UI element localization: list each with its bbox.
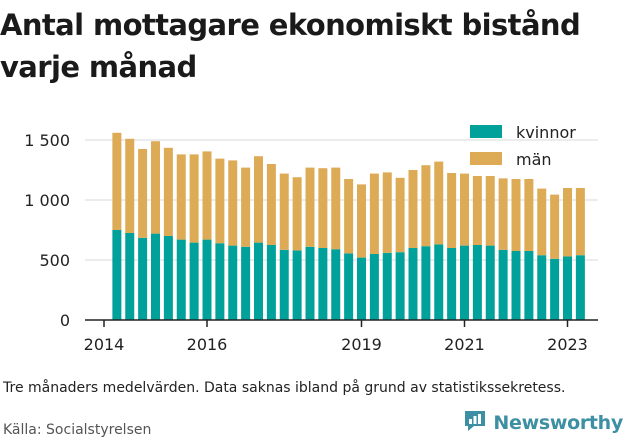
bar-man	[575, 188, 585, 256]
bar-man	[163, 147, 173, 236]
bar-kvinnor	[189, 242, 199, 320]
bar-kvinnor	[202, 239, 212, 320]
bar-kvinnor	[460, 245, 469, 320]
bar-kvinnor	[524, 251, 534, 320]
bar-kvinnor	[305, 246, 315, 320]
bar-kvinnor	[447, 248, 457, 320]
x-tick-label: 2019	[341, 335, 382, 354]
bar-man	[472, 176, 482, 245]
legend-swatch-kvinnor	[470, 125, 502, 138]
bar-kvinnor	[318, 248, 328, 320]
chart-title: Antal mottagare ekonomiskt bistånd varje…	[0, 8, 581, 84]
bar-kvinnor	[344, 253, 354, 320]
bar-man	[421, 165, 431, 247]
bar-kvinnor	[550, 258, 560, 320]
bar-kvinnor	[575, 255, 585, 320]
bar-man	[305, 167, 315, 247]
x-tick-label: 2021	[444, 335, 485, 354]
bar-kvinnor	[112, 230, 122, 320]
axes: 2014 2016 2019 2021 2023	[84, 319, 598, 354]
bar-man	[331, 167, 341, 250]
bar-kvinnor	[434, 244, 444, 320]
newsworthy-brand: Newsworthy	[462, 408, 623, 438]
bar-kvinnor	[357, 257, 366, 320]
bar-man	[498, 178, 508, 250]
bar-man	[344, 179, 354, 254]
y-tick-label: 1 500	[24, 131, 70, 150]
bar-man	[563, 188, 572, 257]
bar-kvinnor	[254, 242, 263, 320]
bar-man	[511, 179, 521, 251]
bar-man	[395, 177, 405, 253]
bar-man	[241, 167, 251, 247]
bar-man	[485, 176, 495, 246]
legend-label-man: män	[516, 150, 552, 169]
bar-kvinnor	[266, 245, 276, 320]
x-tick-label: 2016	[187, 335, 228, 354]
bar-kvinnor	[382, 252, 392, 320]
bar-man	[292, 177, 302, 251]
bar-kvinnor	[279, 249, 289, 320]
bar-kvinnor	[292, 250, 302, 320]
bar-kvinnor	[163, 236, 173, 320]
bar-man	[460, 173, 469, 246]
bar-kvinnor	[369, 254, 379, 320]
bar-man	[151, 141, 160, 234]
bar-man	[228, 160, 238, 246]
bar-man	[254, 156, 263, 243]
legend: kvinnor män	[470, 123, 576, 169]
bars	[112, 132, 585, 320]
y-tick-label: 1 000	[24, 191, 70, 210]
bar-kvinnor	[472, 245, 482, 320]
bar-man	[357, 184, 366, 258]
bar-man	[524, 179, 534, 251]
bar-man	[382, 172, 392, 253]
bar-man	[112, 132, 122, 230]
bar-kvinnor	[125, 233, 135, 320]
bar-kvinnor	[241, 246, 251, 320]
bar-kvinnor	[395, 252, 405, 320]
bar-man	[447, 173, 457, 248]
legend-swatch-man	[470, 152, 502, 165]
bar-man	[189, 154, 199, 243]
bar-kvinnor	[138, 237, 148, 320]
bar-kvinnor	[498, 249, 508, 320]
bar-man	[537, 188, 547, 256]
bar-man	[318, 168, 328, 248]
bar-kvinnor	[563, 256, 572, 320]
bar-kvinnor	[228, 245, 238, 320]
bar-kvinnor	[176, 239, 186, 320]
bar-man	[202, 151, 212, 240]
newsworthy-logo-icon	[462, 408, 488, 438]
bar-man	[176, 154, 186, 240]
y-tick-label: 0	[60, 311, 70, 330]
bar-man	[279, 173, 289, 250]
bar-man	[215, 158, 225, 244]
y-tick-label: 500	[39, 251, 70, 270]
bar-man	[266, 164, 276, 245]
bar-kvinnor	[408, 248, 418, 320]
x-tick-label: 2014	[84, 335, 125, 354]
chart-note: Tre månaders medelvärden. Data saknas ib…	[3, 380, 566, 396]
bar-kvinnor	[537, 255, 547, 320]
bar-kvinnor	[215, 243, 225, 320]
stacked-bar-chart: 0 500 1 000 1 500 2014 2016 2019 2021 2023 kvin…	[24, 123, 598, 354]
brand-name: Newsworthy	[493, 412, 623, 434]
bar-man	[434, 161, 444, 245]
bar-kvinnor	[331, 249, 341, 320]
bar-man	[550, 194, 560, 259]
bar-man	[138, 149, 148, 238]
legend-label-kvinnor: kvinnor	[516, 123, 576, 142]
bar-man	[408, 170, 418, 248]
bar-kvinnor	[511, 251, 521, 320]
x-tick-label: 2023	[547, 335, 588, 354]
bar-kvinnor	[421, 246, 431, 320]
bar-kvinnor	[485, 245, 495, 320]
bar-man	[369, 173, 379, 254]
bar-kvinnor	[151, 233, 160, 320]
bar-man	[125, 138, 135, 233]
source-credit: Källa: Socialstyrelsen	[3, 422, 152, 438]
